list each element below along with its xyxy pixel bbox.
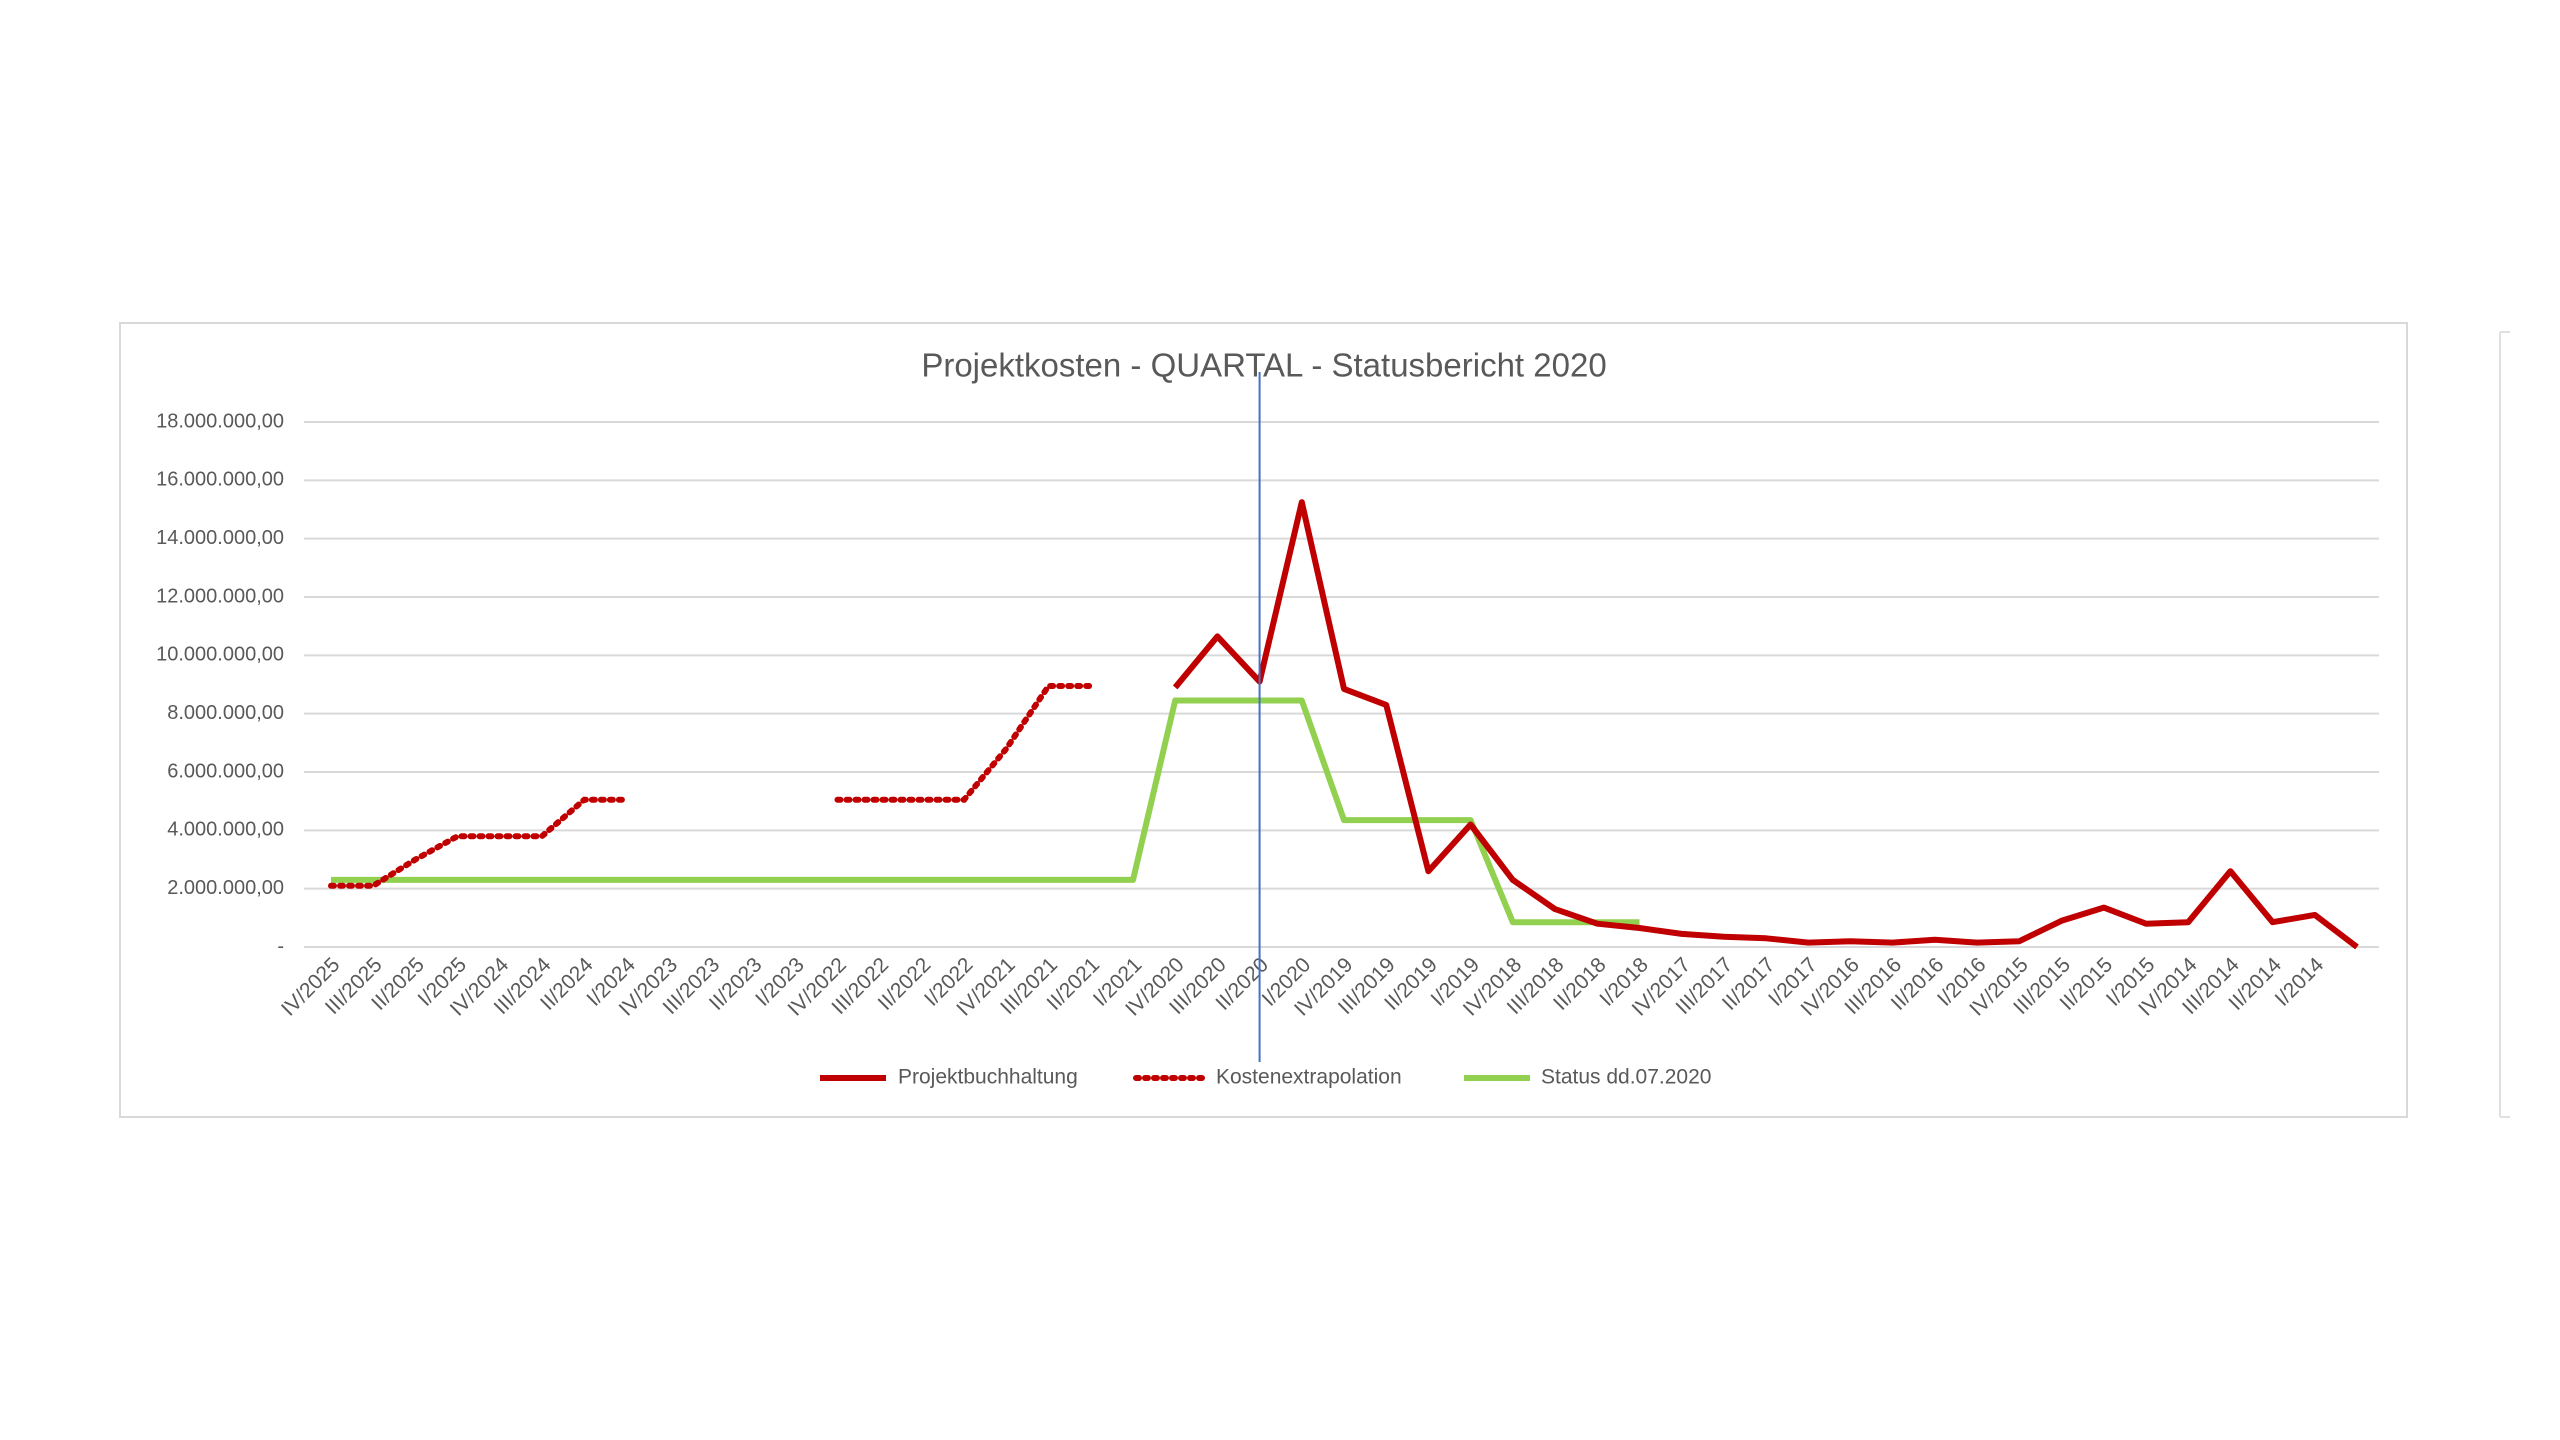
y-tick-label: 6.000.000,00: [167, 760, 284, 782]
y-tick-label: 16.000.000,00: [156, 469, 284, 491]
chart-title: Projektkosten - QUARTAL - Statusbericht …: [921, 347, 1606, 384]
series-line: [331, 697, 1640, 926]
legend-label: Status dd.07.2020: [1541, 1066, 1711, 1089]
series-line: [328, 683, 1094, 889]
y-tick-label: 14.000.000,00: [156, 527, 284, 549]
y-tick-label: -: [277, 935, 284, 957]
y-tick-label: 8.000.000,00: [167, 702, 284, 724]
y-tick-label: 12.000.000,00: [156, 585, 284, 607]
y-tick-label: 2.000.000,00: [167, 877, 284, 899]
y-tick-label: 10.000.000,00: [156, 644, 284, 666]
y-tick-label: 18.000.000,00: [156, 410, 284, 432]
legend-label: Kostenextrapolation: [1216, 1066, 1402, 1089]
y-tick-label: 4.000.000,00: [167, 819, 284, 841]
chart-frame: [119, 322, 2408, 1118]
series-line: [1172, 499, 2359, 950]
legend-label: Projektbuchhaltung: [898, 1066, 1078, 1089]
